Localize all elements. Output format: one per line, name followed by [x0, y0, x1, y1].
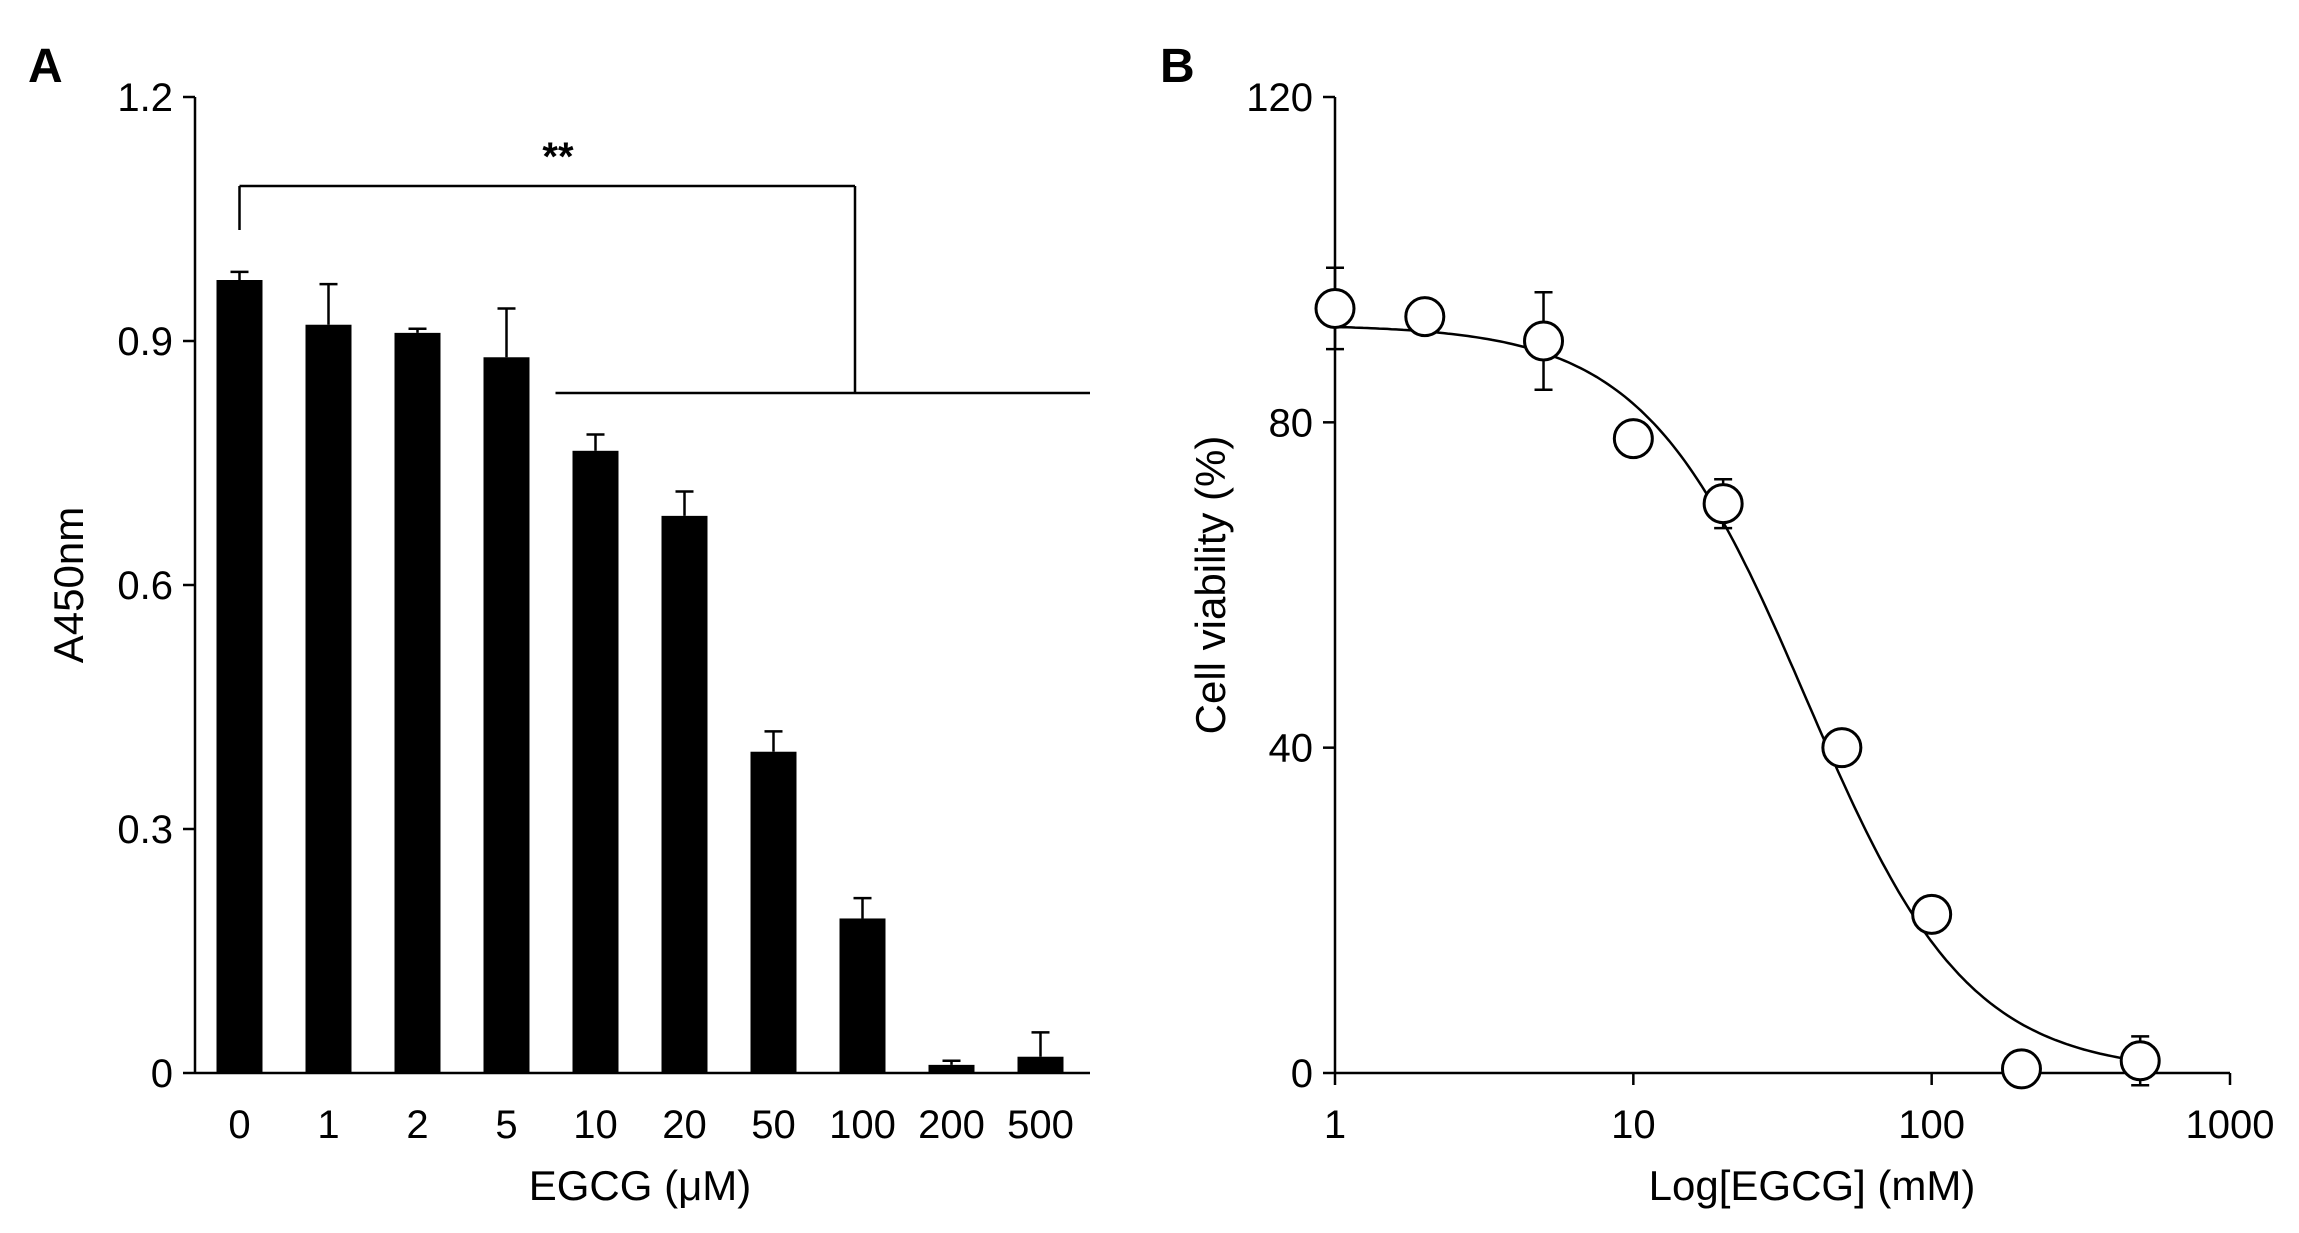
panel-a-bars: [216, 270, 1064, 1073]
panel-b-y-tick-label: 0: [1291, 1052, 1313, 1096]
panel-a-x-tick-label: 20: [662, 1103, 707, 1147]
bar-2: [394, 332, 441, 1073]
panel-a-x-tick-label: 5: [495, 1103, 517, 1147]
panel-b-x-tick-label: 1: [1324, 1103, 1346, 1147]
panel-a-x-tick-label: 10: [573, 1103, 618, 1147]
data-point-20: [1702, 483, 1744, 525]
data-point-500: [2119, 1040, 2161, 1082]
data-point-100: [1911, 893, 1953, 935]
panel-a-y-tick-label: 0: [151, 1052, 173, 1096]
panel-b-x-tick-label: 10: [1611, 1103, 1656, 1147]
panel-a-x-axis-title: EGCG (μM): [529, 1162, 752, 1209]
bar-200: [928, 1064, 975, 1073]
panel-b-y-tick-label: 80: [1269, 401, 1314, 445]
panel-b-y-tick-label: 120: [1246, 76, 1313, 120]
panel-a-x-tick-label: 500: [1007, 1103, 1074, 1147]
panel-b-data-points: [1314, 266, 2161, 1090]
panel-a-x-tick-label: 2: [406, 1103, 428, 1147]
fitted-curve: [1334, 325, 2141, 1063]
panel-a-y-tick-label: 0.6: [117, 564, 173, 608]
data-point-200: [2000, 1048, 2042, 1090]
panel-b-y-ticks: 0 40 80 120: [1246, 76, 1335, 1096]
panel-a-y-axis-title: A450nm: [45, 507, 92, 663]
data-point-1: [1314, 287, 1356, 329]
bar-100: [839, 918, 886, 1073]
panel-a-label: A: [28, 40, 63, 93]
panel-b-x-tick-label: 1000: [2186, 1103, 2275, 1147]
bar-10: [572, 450, 619, 1073]
panel-a-y-tick-label: 1.2: [117, 76, 173, 120]
panel-a-y-tick-label: 0.9: [117, 320, 173, 364]
panel-a-y-tick-label: 0.3: [117, 808, 173, 852]
panel-b-y-axis-title: Cell viability (%): [1187, 436, 1234, 735]
data-point-50: [1821, 727, 1863, 769]
panel-b-y-tick-label: 40: [1269, 727, 1314, 771]
bar-50: [750, 751, 797, 1073]
panel-b-label: B: [1160, 40, 1195, 93]
bar-20: [661, 515, 708, 1073]
panel-b-x-tick-label: 100: [1898, 1103, 1965, 1147]
bar-0: [216, 280, 263, 1073]
panel-b-x-axis-title: Log[EGCG] (mM): [1649, 1162, 1976, 1209]
significance-label: **: [542, 135, 574, 179]
panel-a-x-tick-label: 1: [317, 1103, 339, 1147]
bar-5: [483, 357, 530, 1073]
panel-a-y-ticks: 0 0.3 0.6 0.9 1.2: [117, 76, 195, 1096]
bar-1: [305, 324, 352, 1073]
panel-a-bar-chart: A 0 0.3 0.6 0.9 1.2 0 1 2 5 10 20 50 100 200 500 ** E…: [28, 40, 1090, 1209]
panel-a-x-tick-labels: 0 1 2 5 10 20 50 100 200 500: [228, 1103, 1074, 1147]
panel-a-x-tick-label: 100: [829, 1103, 896, 1147]
bar-500: [1017, 1056, 1064, 1073]
panel-b-x-ticks: 1 10 100 1000: [1324, 1073, 2275, 1147]
data-point-5: [1523, 320, 1565, 362]
data-point-2: [1404, 296, 1446, 338]
panel-a-x-tick-label: 200: [918, 1103, 985, 1147]
panel-a-x-tick-label: 0: [228, 1103, 250, 1147]
panel-a-x-tick-label: 50: [751, 1103, 796, 1147]
panel-a-significance-bracket: [238, 184, 1090, 395]
data-point-10: [1612, 418, 1654, 460]
